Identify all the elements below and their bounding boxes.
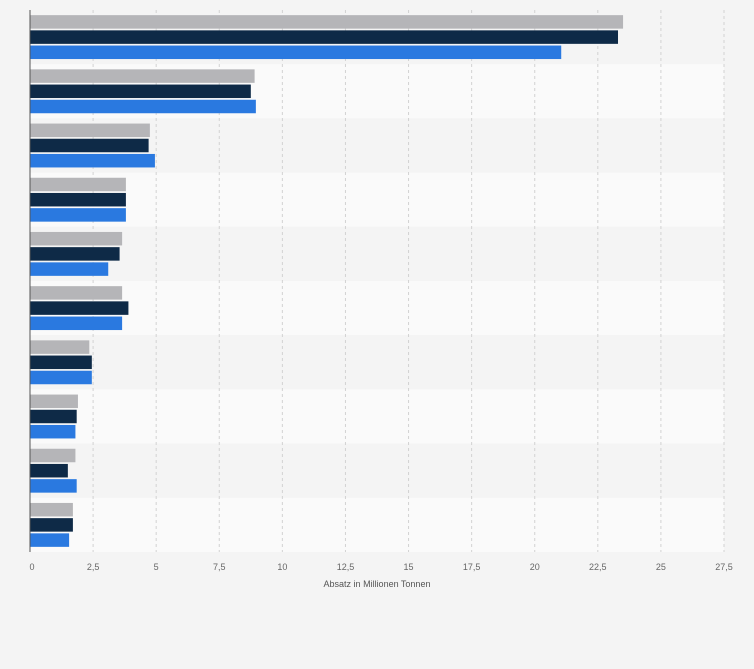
bar-series1-row6 [30,355,92,370]
bar-series1-row9 [30,518,73,532]
bar-series1-row1 [30,84,251,99]
bar-series1-row4 [30,247,120,261]
row-band-9 [30,497,724,552]
bar-series2-row6 [30,370,92,385]
row-bands [30,10,724,552]
bar-series0-row6 [30,340,90,354]
bar-series2-row2 [30,153,155,168]
row-band-4 [30,226,724,281]
x-tick-label: 2,5 [87,562,100,572]
row-band-6 [30,335,724,390]
bar-series0-row8 [30,448,76,463]
bar-series1-row5 [30,301,129,315]
row-band-5 [30,281,724,336]
bar-series2-row5 [30,316,123,331]
bar-series2-row8 [30,479,77,493]
bar-series2-row7 [30,424,76,439]
x-tick-label: 22,5 [589,562,607,572]
x-tick-label: 10 [277,562,287,572]
bar-series1-row3 [30,192,126,207]
bars [30,15,624,547]
x-tick-label: 15 [404,562,414,572]
bar-series1-row7 [30,409,77,424]
bar-series0-row0 [30,15,624,29]
bar-series2-row9 [30,533,70,547]
bar-series2-row1 [30,99,256,114]
row-band-8 [30,443,724,498]
x-tick-label: 12,5 [337,562,355,572]
x-tick-label: 20 [530,562,540,572]
x-tick-label: 5 [154,562,159,572]
x-tick-label: 27,5 [715,562,733,572]
bar-series2-row4 [30,262,109,276]
row-band-3 [30,172,724,227]
bar-series0-row7 [30,394,78,409]
x-tick-label: 0 [29,562,34,572]
bar-series0-row1 [30,69,255,83]
row-band-7 [30,389,724,444]
bar-series0-row3 [30,177,126,192]
bar-series0-row2 [30,123,150,138]
bar-series1-row8 [30,463,68,478]
x-tick-label: 7,5 [213,562,226,572]
bar-series0-row5 [30,286,123,300]
x-axis-ticks: 0 2,5 5 7,5 10 12,5 15 17,5 20 22,5 25 27,5 [29,562,732,572]
x-tick-label: 17,5 [463,562,481,572]
bar-series2-row0 [30,45,562,60]
bar-series1-row0 [30,30,619,44]
x-axis-title: Absatz in Millionen Tonnen [324,579,431,589]
bar-series0-row9 [30,502,73,517]
bar-series2-row3 [30,208,126,222]
bar-series1-row2 [30,138,149,153]
x-tick-label: 25 [656,562,666,572]
bar-series0-row4 [30,231,123,246]
